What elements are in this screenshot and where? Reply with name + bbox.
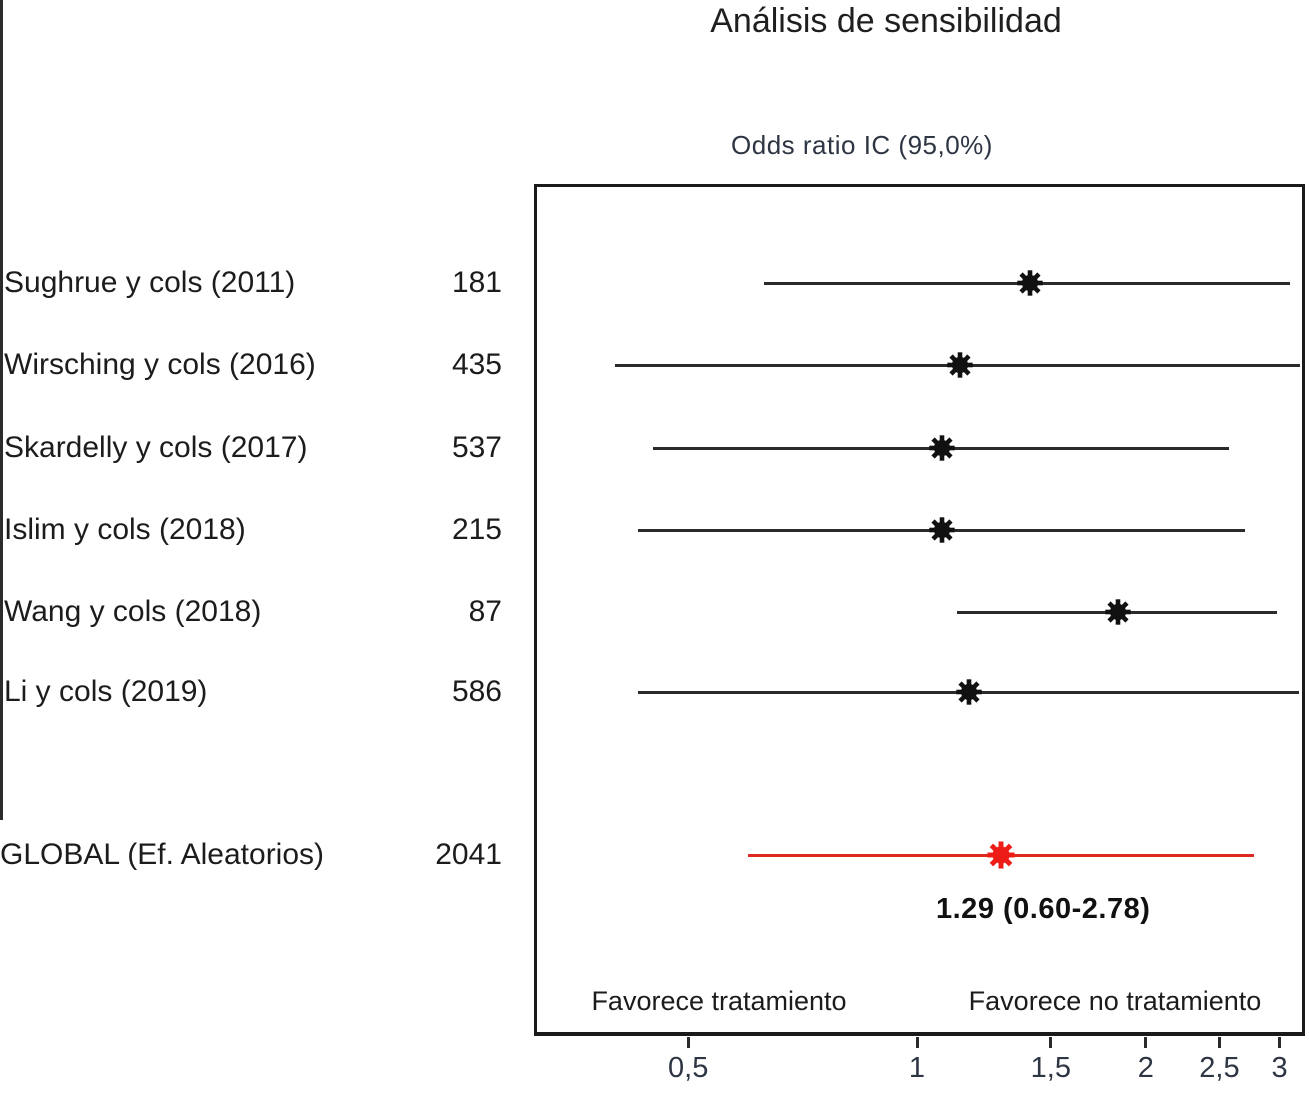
- effect-point-marker: [929, 517, 956, 543]
- x-axis-tick-label: 1,5: [1030, 1052, 1071, 1084]
- x-axis-tick: [686, 1037, 690, 1048]
- x-axis-tick: [1144, 1037, 1148, 1048]
- x-axis-tick-label: 2,5: [1199, 1052, 1240, 1084]
- x-axis-tick-label: 1: [908, 1052, 926, 1084]
- reference-line-or-1: [0, 0, 3, 820]
- study-sample-size: 181: [451, 266, 502, 299]
- study-sample-size: 586: [451, 675, 502, 708]
- study-sample-size: 215: [451, 513, 502, 546]
- x-axis-tick: [1278, 1037, 1282, 1048]
- global-sample-size: 2041: [435, 838, 502, 871]
- study-label: Wang y cols (2018): [4, 595, 262, 628]
- plot-content-layer: [0, 0, 1300, 869]
- study-sample-size: 435: [451, 348, 502, 381]
- x-axis-tick-label: 2: [1137, 1052, 1154, 1084]
- study-sample-size: 87: [468, 595, 502, 628]
- study-sample-size: 537: [451, 431, 502, 464]
- global-estimate-label: 1.29 (0.60-2.78): [936, 893, 1151, 925]
- study-label: Islim y cols (2018): [4, 513, 246, 546]
- favors-treatment-label: Favorece tratamiento: [591, 986, 847, 1016]
- effect-point-marker: [956, 679, 982, 705]
- effect-point-marker: [1105, 599, 1131, 625]
- x-axis-tick: [915, 1037, 919, 1048]
- effect-point-marker: [987, 841, 1015, 869]
- x-axis-tick-label: 3: [1271, 1052, 1288, 1084]
- axis-title-odds-ratio: Odds ratio IC (95,0%): [731, 130, 993, 160]
- global-label: GLOBAL (Ef. Aleatorios): [0, 838, 325, 871]
- plot-area: [534, 184, 1305, 1036]
- x-axis-tick: [1049, 1037, 1053, 1048]
- study-label: Skardelly y cols (2017): [4, 431, 308, 464]
- effect-point-marker: [947, 352, 973, 378]
- effect-point-marker: [929, 435, 956, 461]
- chart-title: Análisis de sensibilidad: [710, 2, 1062, 40]
- x-axis-tick: [1217, 1037, 1221, 1048]
- study-label: Sughrue y cols (2011): [4, 266, 296, 299]
- study-label: Li y cols (2019): [4, 675, 208, 708]
- effect-point-marker: [1017, 270, 1044, 296]
- favors-no-treatment-label: Favorece no tratamiento: [968, 986, 1262, 1016]
- x-axis-tick-label: 0,5: [668, 1052, 709, 1084]
- study-label: Wirsching y cols (2016): [4, 348, 316, 381]
